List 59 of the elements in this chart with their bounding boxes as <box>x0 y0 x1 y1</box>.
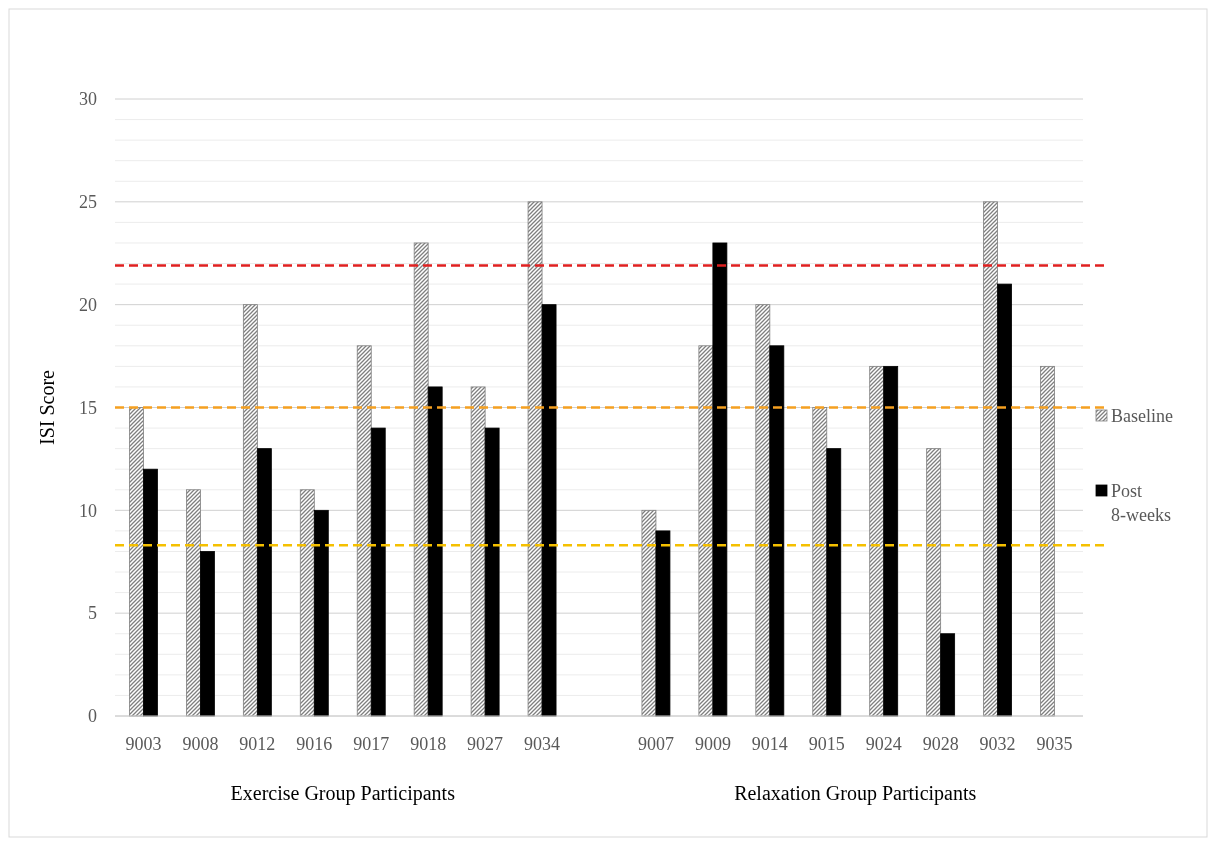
x-tick-label: 9015 <box>808 734 845 754</box>
bar <box>484 427 500 717</box>
y-tick-label: 30 <box>79 89 97 110</box>
bar <box>769 345 785 717</box>
bar <box>812 407 828 717</box>
y-tick-label: 0 <box>88 706 97 727</box>
x-tick-label: 9018 <box>410 734 447 754</box>
bar <box>1040 365 1055 717</box>
x-tick-label: 9017 <box>353 734 390 754</box>
x-tick-label: 9034 <box>524 734 561 754</box>
legend-label: Baseline <box>1111 406 1173 427</box>
bar <box>883 365 899 717</box>
x-tick-label: 9014 <box>751 734 788 754</box>
text: Exercise Group Participants <box>230 782 456 805</box>
bar <box>242 304 258 717</box>
bar <box>256 448 272 717</box>
y-tick-label: 5 <box>88 603 97 624</box>
bar <box>698 345 714 717</box>
bar <box>129 407 144 717</box>
bar <box>200 551 215 717</box>
bar <box>186 489 201 717</box>
bar <box>755 304 771 717</box>
legend-label: Post 8-weeks <box>1111 481 1171 526</box>
bar <box>869 365 885 717</box>
x-tick-label: 9007 <box>637 734 674 754</box>
bar <box>997 283 1012 717</box>
y-tick-label: 10 <box>79 500 97 521</box>
y-tick-label: 15 <box>79 397 97 418</box>
x-tick-label: 9032 <box>979 734 1016 754</box>
x-tick-label: 9035 <box>1036 734 1073 754</box>
bar <box>427 386 443 717</box>
x-tick-label: 9024 <box>865 734 902 754</box>
bar <box>826 448 842 717</box>
bar <box>712 242 728 717</box>
text: Relaxation Group Participants <box>734 782 977 805</box>
x-tick-label: 9016 <box>296 734 333 754</box>
x-tick-label: 9028 <box>922 734 959 754</box>
bar <box>926 448 942 717</box>
bar <box>641 509 657 717</box>
bar <box>470 386 486 717</box>
bar <box>299 489 315 717</box>
x-tick-label: 9003 <box>125 734 162 754</box>
bar <box>143 468 158 717</box>
x-tick-label: 9012 <box>239 734 276 754</box>
x-tick-label: 9008 <box>182 734 219 754</box>
x-tick-label: 9009 <box>694 734 731 754</box>
y-tick-label: 25 <box>79 192 97 213</box>
x-tick-label: 9027 <box>467 734 504 754</box>
bar <box>356 345 372 717</box>
bar <box>527 201 543 717</box>
bar <box>413 242 429 717</box>
bar <box>313 509 329 717</box>
y-tick-label: 20 <box>79 294 97 315</box>
bar <box>370 427 386 717</box>
bar <box>655 530 671 717</box>
y-axis-title: ISI Score <box>36 369 58 445</box>
bar <box>541 304 557 717</box>
bar <box>940 633 956 717</box>
bar <box>983 201 998 717</box>
